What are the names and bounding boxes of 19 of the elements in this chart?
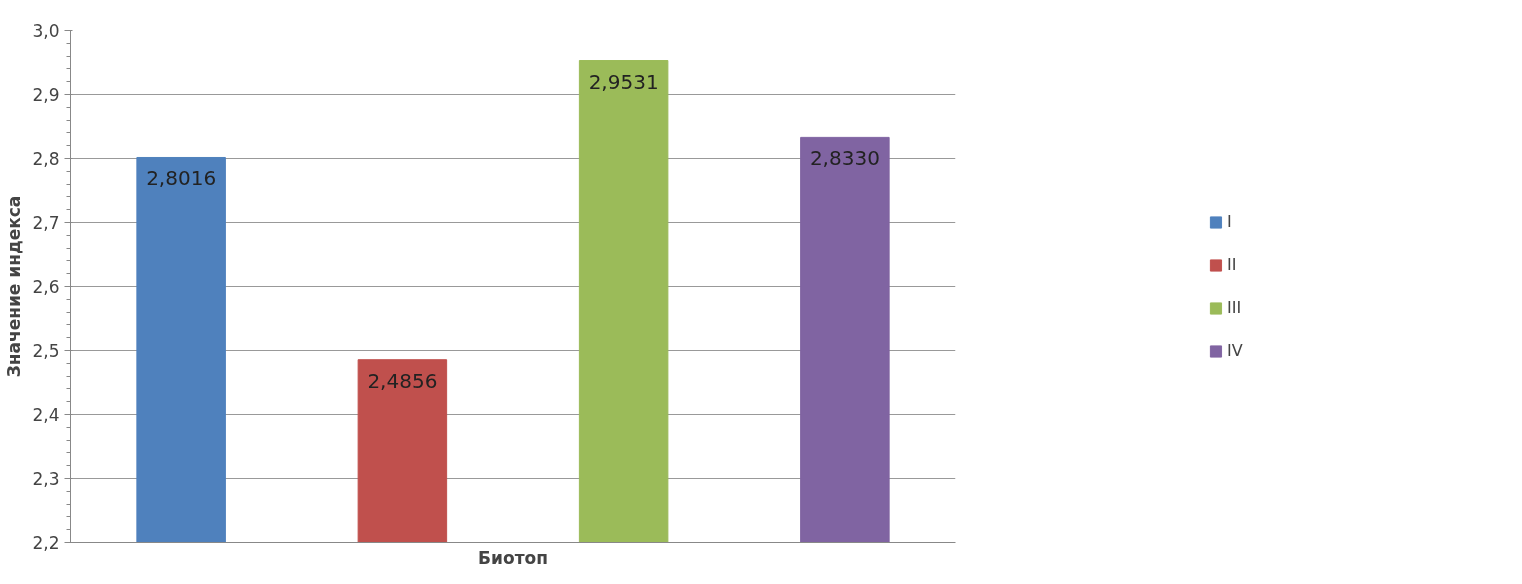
data-label: 2,8016: [146, 166, 217, 191]
data-label: 2,4856: [367, 368, 438, 393]
y-tick-label: 2,4: [32, 405, 60, 425]
y-tick-label: 2,6: [32, 277, 60, 297]
legend-label: IV: [1227, 341, 1244, 360]
y-tick-label: 2,5: [32, 341, 60, 361]
x-axis-title: Биотоп: [478, 547, 548, 568]
data-label: 2,8330: [809, 146, 880, 171]
legend-label: I: [1227, 212, 1233, 231]
data-label: 2,9531: [588, 69, 659, 94]
y-tick-label: 2,7: [32, 213, 60, 233]
y-tick-label: 2,8: [32, 149, 60, 169]
y-tick-label: 2,3: [32, 469, 60, 489]
legend-label: II: [1227, 255, 1238, 274]
y-axis-title: Значение индекса: [4, 195, 25, 378]
y-tick-label: 3,0: [32, 21, 60, 41]
y-tick-label: 2,2: [32, 533, 60, 553]
legend-label: III: [1227, 298, 1243, 317]
y-tick-label: 2,9: [32, 85, 60, 105]
